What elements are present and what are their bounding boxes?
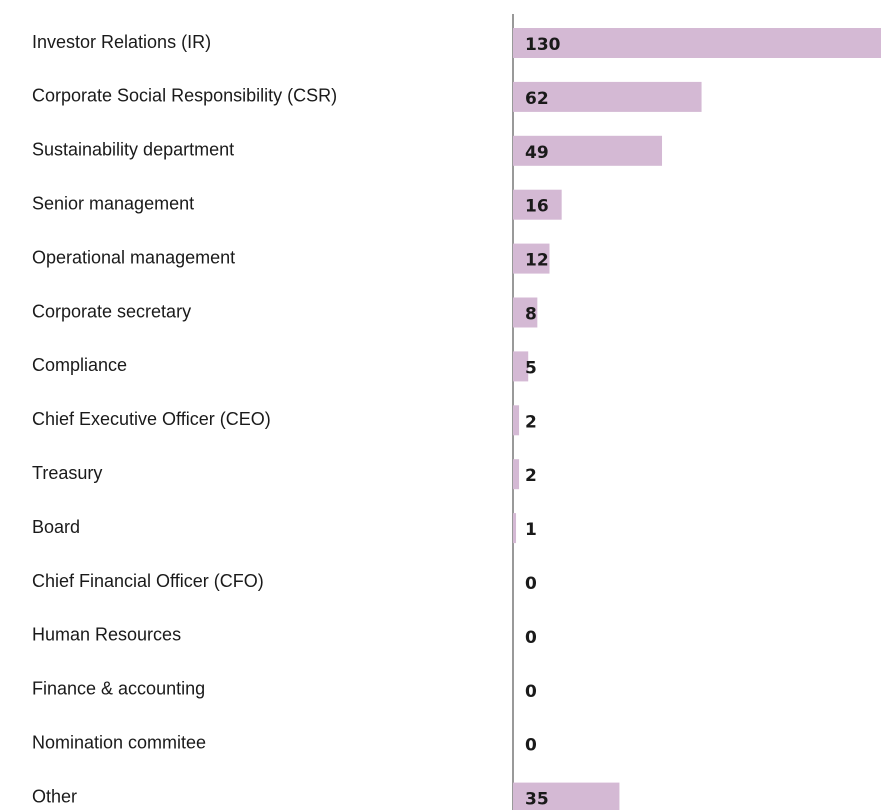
value-label: 16	[525, 197, 549, 217]
category-label: Treasury	[32, 463, 102, 483]
value-label: 2	[525, 466, 537, 486]
bar	[513, 459, 520, 490]
value-label: 130	[525, 35, 561, 55]
category-label: Operational management	[32, 247, 235, 267]
bar	[513, 81, 702, 112]
value-label: 0	[525, 628, 537, 648]
value-label: 8	[525, 305, 537, 325]
category-label: Corporate Social Responsibility (CSR)	[32, 86, 337, 106]
bar	[513, 782, 620, 810]
value-label: 0	[525, 682, 537, 702]
value-label: 12	[525, 251, 549, 271]
category-label: Senior management	[32, 193, 194, 213]
category-label: Other	[32, 786, 77, 806]
value-label: 5	[525, 358, 537, 378]
bar	[513, 513, 517, 544]
category-label: Finance & accounting	[32, 679, 205, 699]
bar	[513, 351, 529, 382]
value-label: 49	[525, 143, 549, 163]
category-label: Human Resources	[32, 625, 181, 645]
bar	[513, 189, 562, 220]
bar	[513, 243, 550, 274]
category-label: Compliance	[32, 355, 127, 375]
category-label: Sustainability department	[32, 140, 234, 160]
value-label: 0	[525, 736, 537, 756]
category-label: Chief Executive Officer (CEO)	[32, 409, 271, 429]
value-label: 0	[525, 574, 537, 594]
category-label: Nomination commitee	[32, 732, 206, 752]
bar	[513, 405, 520, 436]
value-label: 35	[525, 790, 549, 810]
bar	[513, 135, 663, 166]
bar	[513, 297, 538, 328]
value-label: 1	[525, 520, 537, 540]
category-label: Investor Relations (IR)	[32, 32, 211, 52]
value-label: 2	[525, 412, 537, 432]
value-label: 62	[525, 89, 549, 109]
bar	[513, 28, 881, 58]
category-label: Corporate secretary	[32, 301, 191, 321]
category-label: Chief Financial Officer (CFO)	[32, 571, 264, 591]
category-label: Board	[32, 517, 80, 537]
